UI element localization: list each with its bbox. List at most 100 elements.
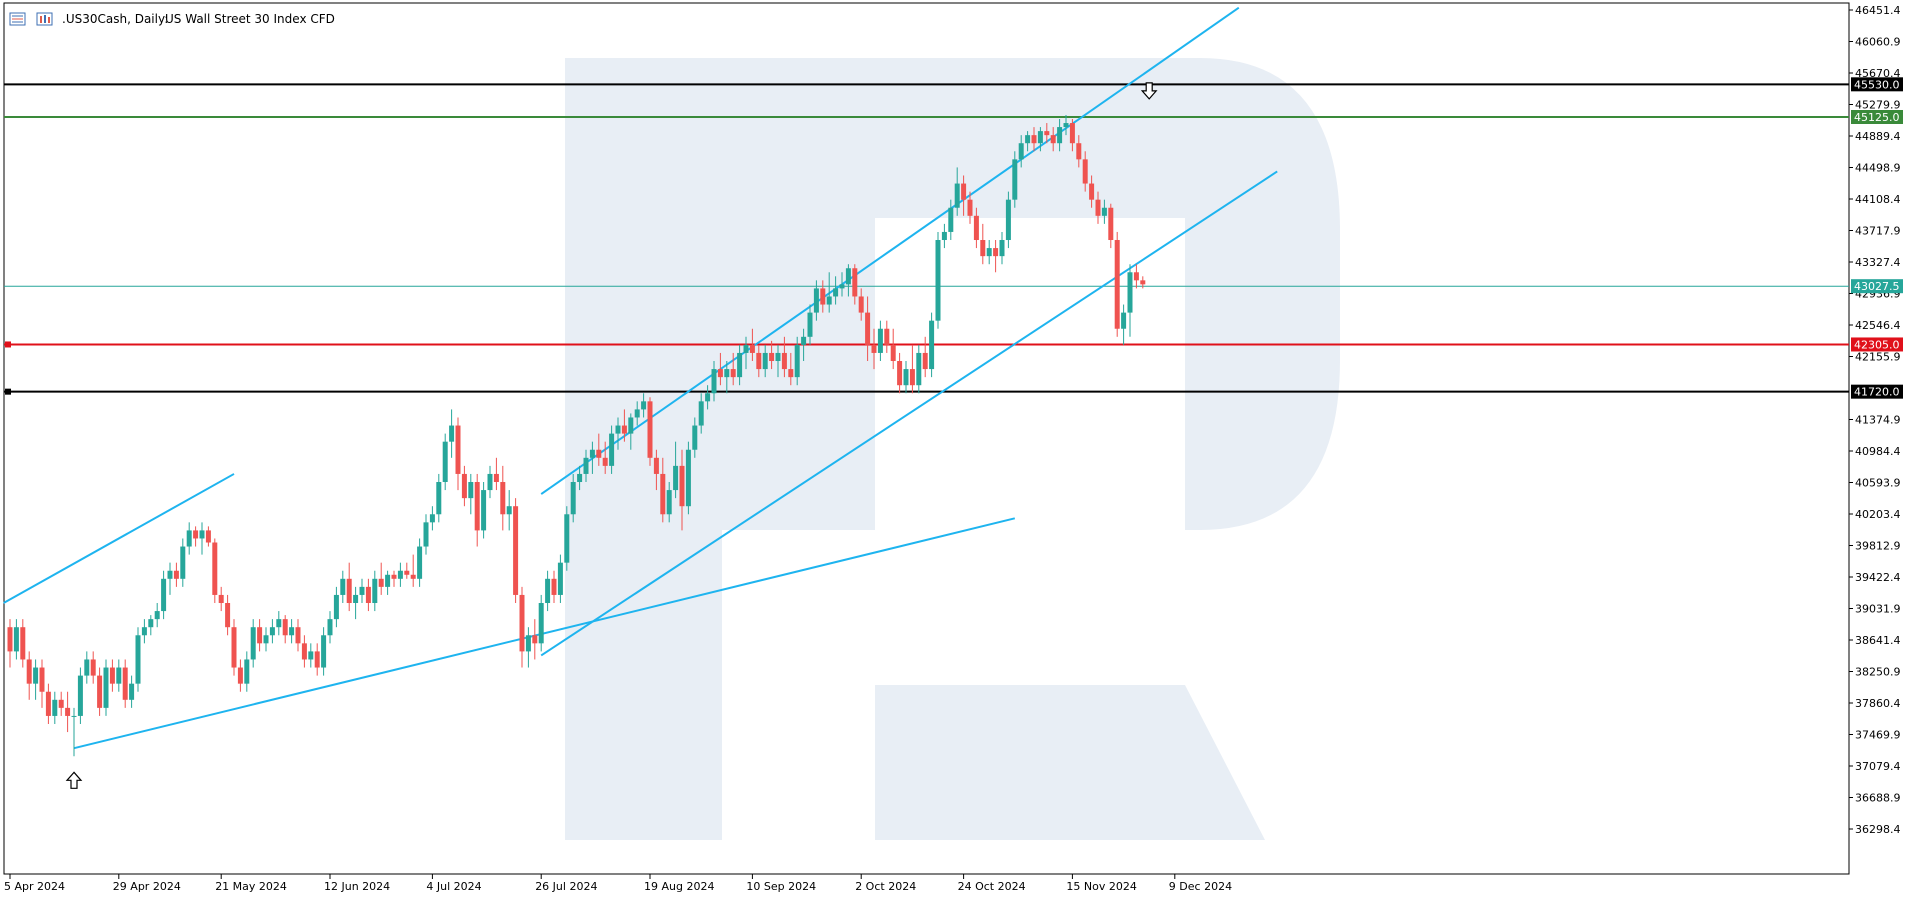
candle-body bbox=[935, 240, 941, 321]
candle-body bbox=[781, 352, 787, 370]
candle-body bbox=[1127, 272, 1133, 313]
y-tick-label: 43327.4 bbox=[1855, 256, 1901, 269]
candle-body bbox=[199, 530, 205, 539]
symbol-description: US Wall Street 30 Index CFD bbox=[165, 12, 335, 26]
x-tick-label: 19 Aug 2024 bbox=[644, 880, 714, 893]
chart-list-icon[interactable] bbox=[9, 12, 26, 26]
level-labels: 45530.0 45125.0 43027.5 42305.0 41720.0 bbox=[1851, 77, 1903, 399]
candle-body bbox=[461, 473, 467, 499]
candle-body bbox=[455, 425, 461, 474]
indicator-bars-icon[interactable] bbox=[36, 12, 53, 26]
candle-body bbox=[999, 240, 1005, 257]
candle-body bbox=[33, 667, 39, 684]
candle-body bbox=[45, 691, 51, 716]
candle-body bbox=[295, 627, 301, 644]
candle-body bbox=[180, 546, 186, 579]
price-tag-label: 41720.0 bbox=[1854, 386, 1900, 399]
price-tag-label: 42305.0 bbox=[1854, 338, 1900, 351]
candle-body bbox=[141, 627, 147, 636]
candle-body bbox=[621, 425, 627, 434]
candle-body bbox=[1044, 131, 1050, 136]
candle-body bbox=[429, 514, 435, 523]
y-tick-label: 38641.4 bbox=[1855, 634, 1901, 647]
candle-body bbox=[948, 207, 954, 232]
candle-body bbox=[756, 352, 762, 370]
candle-body bbox=[762, 352, 768, 370]
y-tick-label: 36688.9 bbox=[1855, 791, 1901, 804]
candle-body bbox=[65, 707, 71, 716]
candle-body bbox=[468, 482, 474, 499]
candle-body bbox=[749, 344, 755, 353]
candle-body bbox=[417, 546, 423, 579]
candle-body bbox=[692, 425, 698, 450]
candle-body bbox=[1031, 135, 1037, 144]
candle-body bbox=[116, 667, 122, 684]
candle-body bbox=[820, 288, 826, 305]
y-tick-label: 37469.9 bbox=[1855, 728, 1901, 741]
y-tick-label: 36298.4 bbox=[1855, 823, 1901, 836]
candle-body bbox=[724, 369, 730, 378]
y-tick-label: 43717.9 bbox=[1855, 224, 1901, 237]
candle-body bbox=[397, 570, 403, 579]
y-tick-label: 45670.4 bbox=[1855, 67, 1901, 80]
candle-body bbox=[449, 425, 455, 442]
candle-body bbox=[13, 627, 19, 652]
price-tag-label: 43027.5 bbox=[1854, 280, 1900, 293]
candle-body bbox=[775, 352, 781, 362]
candle-body bbox=[685, 449, 691, 507]
candle-body bbox=[525, 635, 531, 652]
candle-body bbox=[1050, 135, 1056, 144]
candle-body bbox=[916, 352, 922, 386]
x-axis: 5 Apr 2024 29 Apr 2024 21 May 2024 12 Jun 2… bbox=[4, 874, 1232, 893]
candle-body bbox=[378, 578, 384, 587]
candle-body bbox=[897, 361, 903, 386]
candle-body bbox=[353, 594, 359, 604]
level-anchor bbox=[5, 388, 11, 395]
candle-body bbox=[58, 699, 64, 708]
x-tick-label: 12 Jun 2024 bbox=[324, 880, 390, 893]
candle-body bbox=[161, 578, 167, 612]
candle-body bbox=[833, 288, 839, 297]
price-tag-label: 45125.0 bbox=[1854, 111, 1900, 124]
candle-body bbox=[826, 296, 832, 305]
trend-line bbox=[540, 6, 1240, 495]
candle-body bbox=[717, 369, 723, 378]
y-tick-label: 40984.4 bbox=[1855, 445, 1901, 458]
candle-body bbox=[1082, 159, 1088, 184]
candle-body bbox=[365, 586, 371, 604]
x-tick-label: 9 Dec 2024 bbox=[1169, 880, 1232, 893]
candle-body bbox=[641, 401, 647, 410]
candle-body bbox=[1089, 183, 1095, 200]
candle-body bbox=[244, 659, 250, 684]
candle-body bbox=[980, 240, 986, 257]
candle-body bbox=[276, 619, 282, 628]
candle-body bbox=[359, 586, 365, 595]
y-tick-label: 44498.9 bbox=[1855, 161, 1901, 174]
y-tick-label: 37860.4 bbox=[1855, 697, 1901, 710]
watermark-logo bbox=[565, 58, 1340, 840]
candle-body bbox=[1133, 272, 1139, 281]
y-tick-label: 46060.9 bbox=[1855, 35, 1901, 48]
candle-body bbox=[301, 643, 307, 660]
candle-body bbox=[903, 369, 909, 386]
candle-body bbox=[269, 627, 275, 636]
candle-body bbox=[884, 328, 890, 345]
candle-body bbox=[961, 183, 967, 200]
candle-body bbox=[871, 344, 877, 353]
y-tick-label: 39812.9 bbox=[1855, 539, 1901, 552]
candle-body bbox=[922, 352, 928, 370]
candle-body bbox=[346, 578, 352, 604]
candle-body bbox=[532, 635, 538, 644]
x-tick-label: 4 Jul 2024 bbox=[426, 880, 481, 893]
candle-body bbox=[743, 344, 749, 353]
candles-layer bbox=[7, 114, 1146, 757]
candle-body bbox=[212, 542, 218, 595]
candle-body bbox=[564, 514, 570, 563]
x-tick-label: 2 Oct 2024 bbox=[855, 880, 916, 893]
candle-body bbox=[289, 627, 295, 636]
candle-body bbox=[1057, 127, 1063, 144]
candle-body bbox=[1037, 131, 1043, 144]
arrow-down-icon bbox=[1140, 82, 1158, 100]
candle-body bbox=[250, 627, 256, 660]
